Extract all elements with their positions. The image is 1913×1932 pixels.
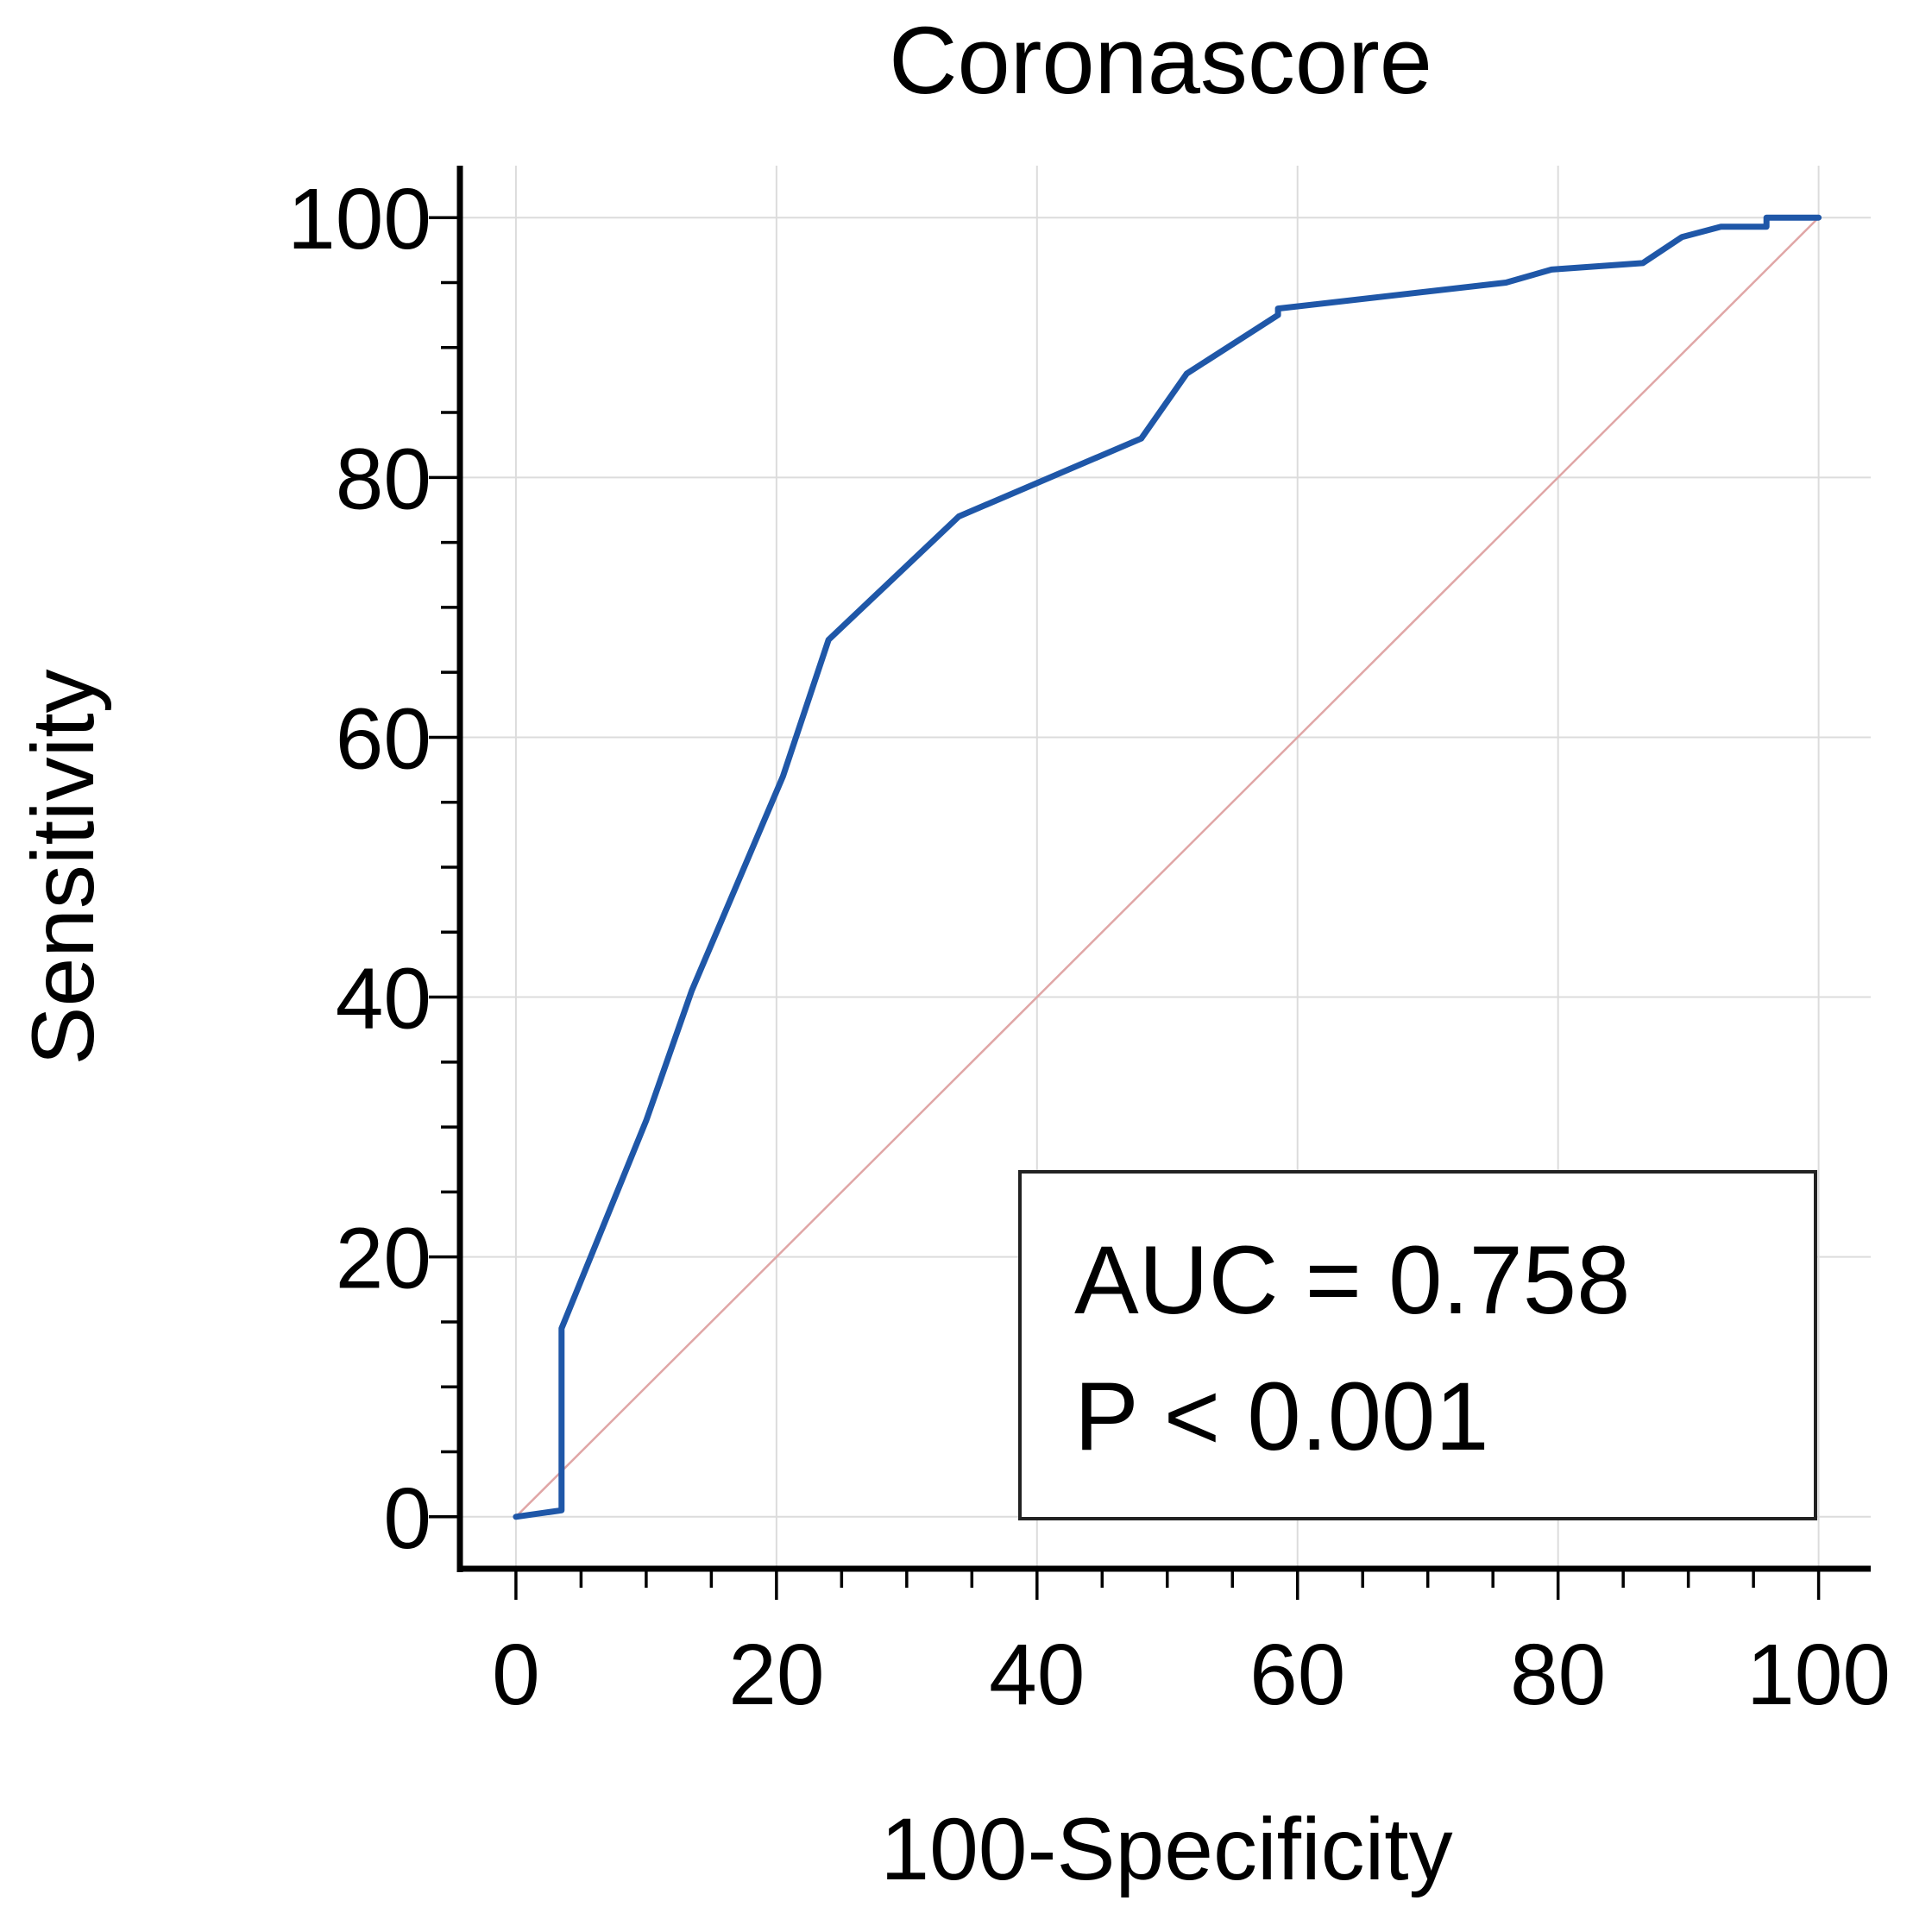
y-tick-label-0: 0 (383, 1470, 431, 1567)
ticks (429, 216, 1821, 1600)
y-tick-label-80: 80 (336, 431, 431, 527)
chart-title: Coronascore (889, 8, 1432, 114)
x-tick-label-100: 100 (1746, 1627, 1891, 1723)
axes (456, 166, 1871, 1572)
x-tick-label-20: 20 (728, 1627, 824, 1723)
auc-text: AUC = 0.758 (1074, 1226, 1630, 1334)
grid (460, 166, 1871, 1569)
y-tick-label-100: 100 (287, 171, 431, 267)
y-axis-label: Sensitivity (14, 669, 112, 1065)
p-value-text: P < 0.001 (1074, 1362, 1489, 1470)
roc-curve-group (513, 214, 1822, 1520)
x-tick-label-0: 0 (492, 1627, 540, 1723)
y-tick-label-20: 20 (336, 1211, 431, 1307)
annotation-frame (1018, 1170, 1817, 1520)
roc-curve-line (513, 214, 1822, 1520)
reference-diagonal-line (514, 216, 1820, 1519)
y-tick-label-60: 60 (336, 690, 431, 787)
x-axis-label: 100-Specificity (880, 1800, 1452, 1898)
tick-labels: 0 20 40 60 80 100 0 20 40 60 80 100 (287, 171, 1891, 1723)
reference-line-group (514, 216, 1820, 1519)
annotation-box: AUC = 0.758 P < 0.001 (1018, 1170, 1817, 1520)
x-tick-label-60: 60 (1249, 1627, 1345, 1723)
x-tick-label-40: 40 (989, 1627, 1085, 1723)
x-tick-label-80: 80 (1510, 1627, 1606, 1723)
y-tick-label-40: 40 (336, 951, 431, 1048)
